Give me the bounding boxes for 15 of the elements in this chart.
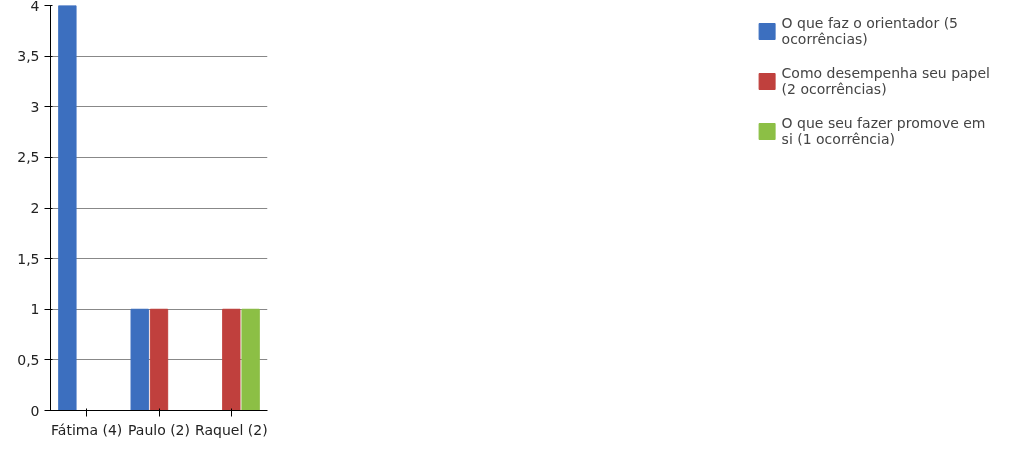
y-tick-label: 1 <box>30 301 40 318</box>
y-tick-label: 3,5 <box>17 48 40 65</box>
y-tick-label: 0 <box>30 402 40 419</box>
x-tick-label: Fátima (4) <box>51 421 123 438</box>
y-tick-label: 2,5 <box>17 149 40 166</box>
x-tick-label: Raquel (2) <box>195 421 268 438</box>
y-tick-label: 4 <box>30 0 40 14</box>
legend-label: Como desempenha seu papel (2 ocorrências) <box>781 65 990 97</box>
y-tick-label: 2 <box>30 200 40 216</box>
y-tick-label: 3 <box>30 98 40 115</box>
x-tick-label: Paulo (2) <box>128 421 191 438</box>
legend-label: O que faz o orientador (5 ocorrências) <box>781 15 959 47</box>
y-tick-label: 1,5 <box>17 250 40 267</box>
legend-label: O que seu fazer promove em si (1 ocorrência) <box>781 115 986 147</box>
y-tick-label: 0,5 <box>17 351 40 368</box>
